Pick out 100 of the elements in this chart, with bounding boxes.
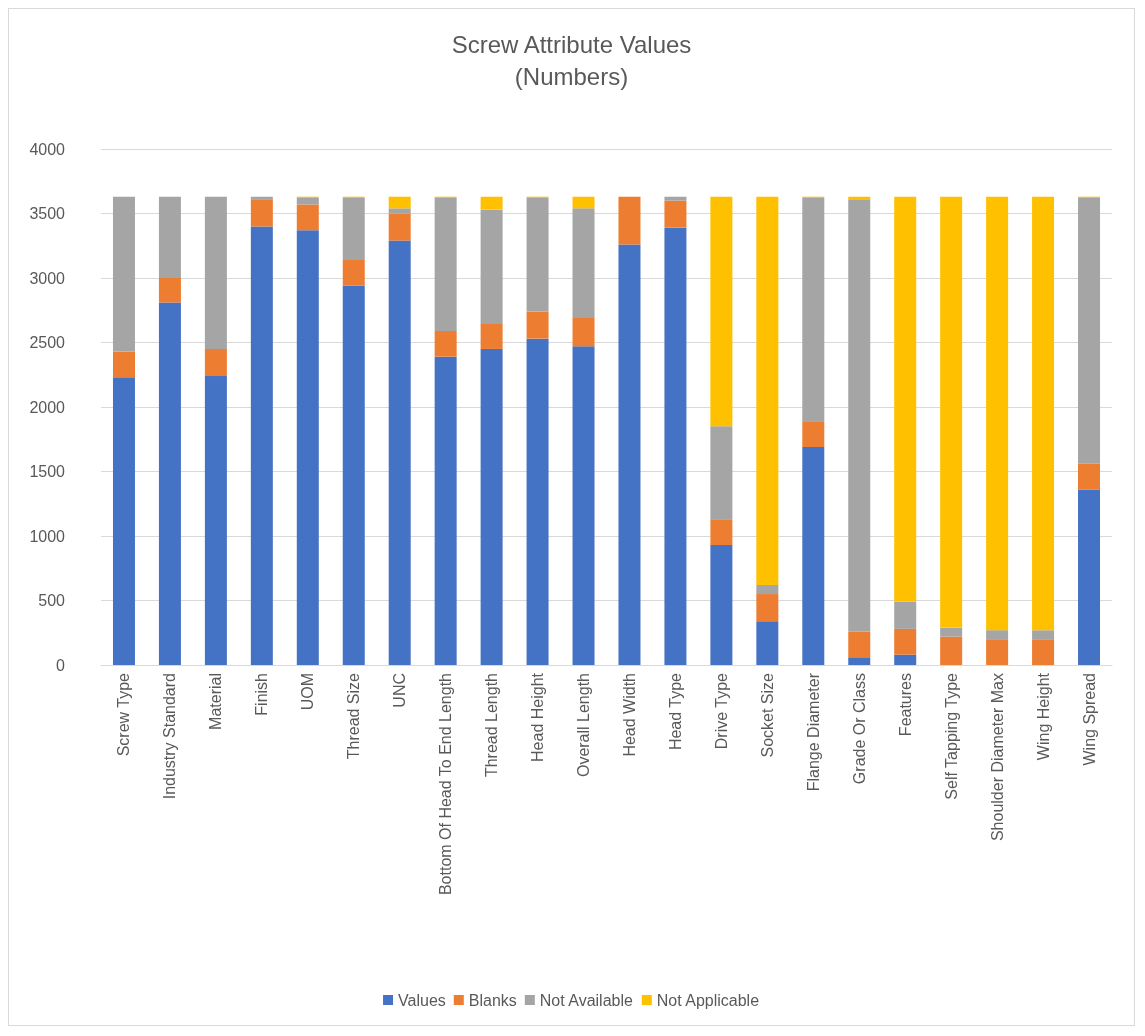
bar: [756, 594, 779, 622]
bar: [480, 323, 503, 349]
x-tick-label: Socket Size: [758, 672, 776, 758]
bar: [250, 199, 273, 227]
legend-label: Not Available: [539, 991, 633, 1009]
bar: [1032, 630, 1055, 640]
bar: [940, 636, 963, 665]
chart-subtitle: (Numbers): [514, 62, 629, 90]
bar: [1078, 198, 1101, 464]
x-tick-label: Wing Spread: [1080, 673, 1098, 766]
bar: [112, 351, 135, 378]
bar: [388, 240, 411, 665]
bar: [710, 426, 733, 520]
x-tick-label: Head Height: [529, 672, 547, 762]
bar: [296, 204, 319, 231]
bar: [388, 208, 411, 214]
y-tick-label: 4000: [29, 140, 66, 158]
bar: [158, 196, 181, 278]
x-tick-label: Overall Length: [575, 673, 593, 778]
x-tick-label: Screw Type: [115, 672, 133, 757]
bar: [480, 196, 503, 210]
legend-label: Not Applicable: [656, 991, 760, 1009]
bar: [986, 196, 1009, 631]
bar: [572, 196, 595, 209]
bar: [940, 196, 963, 628]
bar: [894, 601, 917, 629]
y-tick-label: 3000: [29, 269, 66, 287]
bar: [1078, 489, 1101, 665]
bar: [204, 196, 227, 349]
y-tick-label: 1500: [29, 463, 66, 480]
bar: [710, 545, 733, 665]
bar: [940, 627, 963, 637]
bar: [342, 285, 365, 665]
bar: [526, 338, 549, 665]
bar: [664, 200, 687, 228]
bar: [434, 356, 457, 665]
x-tick-label: Drive Type: [712, 672, 730, 750]
bar: [572, 346, 595, 665]
bar: [894, 654, 917, 665]
y-tick-label: 0: [56, 656, 66, 674]
bar: [756, 585, 779, 595]
bar: [756, 621, 779, 665]
x-tick-label: Head Width: [620, 673, 638, 757]
bar: [526, 311, 549, 339]
x-tick-label: Shoulder Diameter Max: [988, 673, 1006, 842]
y-tick-label: 2500: [29, 334, 66, 351]
bar: [618, 244, 641, 665]
bar: [204, 348, 227, 377]
bar: [1078, 463, 1101, 490]
x-tick-label: Flange Diameter: [804, 672, 822, 792]
bar: [112, 196, 135, 352]
bar: [894, 628, 917, 655]
bar: [158, 278, 181, 303]
x-tick-label: Self Tapping Type: [942, 672, 960, 800]
chart-title: Screw Attribute Values: [451, 30, 692, 58]
bar: [204, 376, 227, 665]
x-tick-label: Head Type: [666, 672, 684, 751]
bar: [342, 198, 365, 260]
bar: [802, 446, 825, 665]
bar: [986, 639, 1009, 665]
legend-label: Blanks: [468, 991, 517, 1009]
bar: [480, 209, 503, 324]
bar: [434, 330, 457, 357]
x-tick-label: Bottom Of Head To End Length: [437, 673, 455, 896]
bar: [664, 196, 687, 201]
bar: [250, 226, 273, 665]
bar: [158, 302, 181, 665]
bar: [388, 196, 411, 209]
bar: [756, 196, 779, 586]
bar: [342, 259, 365, 286]
bar: [710, 196, 733, 427]
bar: [112, 377, 135, 665]
bar: [1032, 196, 1055, 631]
y-tick-label: 1000: [29, 527, 66, 545]
bar: [802, 421, 825, 447]
x-tick-label: Industry Standard: [161, 673, 179, 800]
x-tick-label: Thread Length: [483, 673, 501, 778]
x-tick-label: Wing Height: [1034, 672, 1052, 761]
x-tick-label: Thread Size: [345, 672, 363, 760]
x-tick-label: Grade Or Class: [850, 673, 868, 785]
bar: [296, 198, 319, 205]
bar: [480, 348, 503, 665]
x-tick-label: Features: [896, 673, 914, 737]
bar: [296, 230, 319, 665]
x-tick-label: UOM: [299, 673, 317, 711]
y-tick-label: 2000: [29, 398, 66, 416]
bar: [526, 198, 549, 312]
y-tick-label: 500: [38, 592, 66, 609]
bar: [848, 199, 871, 632]
bar: [1032, 639, 1055, 665]
bar: [388, 213, 411, 241]
x-tick-label: Material: [207, 673, 225, 730]
x-tick-label: Finish: [253, 673, 271, 716]
bar: [618, 196, 641, 245]
bar: [710, 519, 733, 546]
bar: [664, 227, 687, 665]
bar: [572, 208, 595, 318]
bar: [802, 198, 825, 422]
legend-label: Values: [398, 991, 446, 1009]
bar: [848, 631, 871, 658]
